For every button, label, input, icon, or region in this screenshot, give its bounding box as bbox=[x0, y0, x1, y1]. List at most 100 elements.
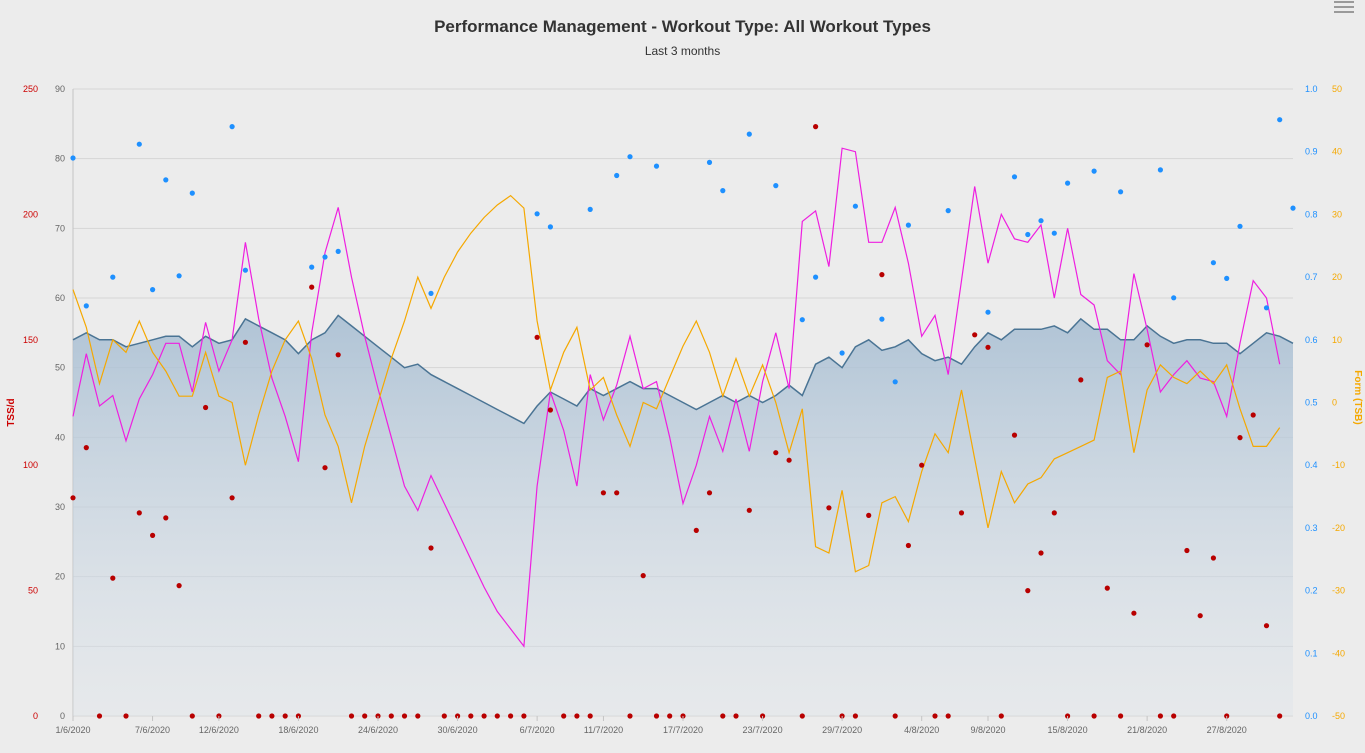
series-3-point-85 bbox=[1197, 613, 1203, 619]
series-3-point-3 bbox=[110, 575, 116, 581]
chart-title: Performance Management - Workout Type: A… bbox=[434, 17, 931, 36]
series-3-point-73 bbox=[1038, 550, 1044, 556]
series-3-point-90 bbox=[1263, 623, 1270, 629]
series-4-point-7 bbox=[189, 190, 195, 196]
series-2-line bbox=[72, 194, 1281, 573]
series-4-point-13 bbox=[428, 290, 434, 296]
series-3-point-47 bbox=[693, 527, 699, 534]
series-4-point-36 bbox=[1051, 230, 1057, 236]
x-tick-label-15: 27/8/2020 bbox=[1207, 725, 1247, 735]
chart-subtitle: Last 3 months bbox=[644, 44, 721, 58]
series-3-point-18 bbox=[309, 284, 315, 290]
x-tick-label-13: 15/8/2020 bbox=[1048, 725, 1088, 735]
series-4-point-5 bbox=[163, 177, 169, 183]
series-3-point-39 bbox=[587, 713, 593, 719]
series-3-point-35 bbox=[534, 334, 540, 340]
series-4-point-47 bbox=[1290, 205, 1296, 211]
series-3-point-42 bbox=[627, 713, 633, 719]
x-tick-label-7: 11/7/2020 bbox=[584, 725, 623, 735]
series-3-point-44 bbox=[653, 713, 660, 719]
axis-tss_per_day-tick-0: 0 bbox=[33, 711, 38, 721]
series-3-point-0 bbox=[70, 495, 76, 501]
series-0-area-fill bbox=[73, 315, 1293, 716]
series-3-point-70 bbox=[998, 713, 1004, 719]
series-4-point-14 bbox=[534, 211, 540, 217]
series-3-point-76 bbox=[1078, 377, 1084, 383]
series-3-point-37 bbox=[561, 713, 567, 719]
axis-load-tick-3: 30 bbox=[55, 502, 65, 512]
axis-title-tss: TSS/d bbox=[6, 398, 17, 426]
series-3-point-33 bbox=[508, 713, 514, 719]
series-4-point-17 bbox=[614, 172, 620, 179]
series-3-point-12 bbox=[229, 495, 235, 501]
series-3-point-60 bbox=[866, 512, 872, 519]
area-series bbox=[72, 314, 1294, 716]
series-3-point-61 bbox=[879, 272, 885, 278]
series-3-point-38 bbox=[574, 713, 580, 719]
series-4-point-43 bbox=[1224, 275, 1230, 281]
x-tick-label-4: 24/6/2020 bbox=[358, 725, 398, 735]
axis-intensity-tick-0: 0.0 bbox=[1305, 711, 1318, 721]
x-tick-label-8: 17/7/2020 bbox=[663, 725, 703, 735]
axis-intensity-tick-9: 0.9 bbox=[1305, 147, 1318, 157]
series-4-point-40 bbox=[1157, 167, 1163, 173]
series-3-point-34 bbox=[521, 713, 527, 719]
series-3-point-31 bbox=[481, 713, 487, 719]
series-3-point-74 bbox=[1051, 510, 1057, 516]
series-3-point-13 bbox=[242, 339, 248, 345]
series-3-point-81 bbox=[1144, 342, 1150, 348]
series-4-point-6 bbox=[176, 273, 182, 279]
axis-intensity-tick-3: 0.3 bbox=[1305, 523, 1318, 533]
axis-tss_per_day-tick-5: 250 bbox=[23, 84, 38, 94]
x-tick-label-12: 9/8/2020 bbox=[970, 725, 1005, 735]
x-axis: 1/6/2020 7/6/2020 12/6/2020 18/6/2020 24/6/2… bbox=[55, 716, 1247, 735]
series-3-point-62 bbox=[892, 713, 898, 719]
series-3-point-25 bbox=[401, 713, 408, 719]
axis-intensity-tick-5: 0.5 bbox=[1305, 398, 1318, 408]
series-3-point-56 bbox=[813, 124, 819, 130]
series-4-point-22 bbox=[746, 131, 752, 137]
axis-form-tick-5: 0 bbox=[1332, 398, 1337, 408]
series-3-point-36 bbox=[547, 407, 554, 413]
series-3-point-24 bbox=[388, 713, 394, 719]
series-3-point-88 bbox=[1237, 435, 1243, 441]
series-4-point-42 bbox=[1210, 260, 1216, 266]
series-4-point-0 bbox=[70, 155, 76, 161]
x-tick-label-2: 12/6/2020 bbox=[199, 725, 239, 735]
axis-form-tick-4: -10 bbox=[1332, 460, 1345, 470]
series-4-point-24 bbox=[799, 317, 805, 323]
axis-load-tick-2: 20 bbox=[55, 572, 65, 582]
axis-tss_per_day-tick-3: 150 bbox=[23, 335, 38, 345]
series-3-point-80 bbox=[1131, 610, 1137, 616]
axis-load-tick-6: 60 bbox=[55, 293, 65, 303]
axis-intensity-tick-6: 0.6 bbox=[1305, 335, 1318, 345]
axis-intensity-tick-2: 0.2 bbox=[1305, 586, 1318, 596]
axis-form-tick-9: 40 bbox=[1332, 147, 1342, 157]
series-3-point-83 bbox=[1171, 713, 1177, 719]
series-4-point-19 bbox=[653, 163, 660, 169]
series-3-point-45 bbox=[667, 713, 673, 719]
series-3-point-86 bbox=[1210, 555, 1216, 561]
series-4-point-16 bbox=[587, 206, 593, 212]
series-3-point-16 bbox=[282, 713, 288, 719]
series-4-point-27 bbox=[852, 203, 859, 209]
x-tick-label-3: 18/6/2020 bbox=[278, 725, 318, 735]
series-3-point-30 bbox=[468, 713, 474, 719]
series-4-point-46 bbox=[1277, 117, 1283, 123]
series-3-point-2 bbox=[96, 713, 103, 719]
x-tick-label-0: 1/6/2020 bbox=[55, 725, 90, 735]
hamburger-menu-icon[interactable] bbox=[1334, 1, 1354, 15]
axis-load-tick-1: 10 bbox=[55, 641, 65, 651]
axis-load-tick-8: 80 bbox=[55, 154, 65, 164]
axis-tss_per_day-tick-1: 50 bbox=[28, 586, 38, 596]
series-3-point-66 bbox=[945, 713, 951, 719]
series-3-point-20 bbox=[335, 352, 341, 358]
series-3-point-26 bbox=[415, 713, 421, 719]
line-series bbox=[72, 147, 1281, 648]
axis-form-tick-3: -20 bbox=[1332, 523, 1345, 533]
series-4-point-20 bbox=[706, 159, 713, 165]
series-3-point-65 bbox=[932, 713, 938, 719]
series-3-point-71 bbox=[1011, 432, 1018, 438]
axis-tss_per_day-tick-4: 200 bbox=[23, 209, 38, 219]
